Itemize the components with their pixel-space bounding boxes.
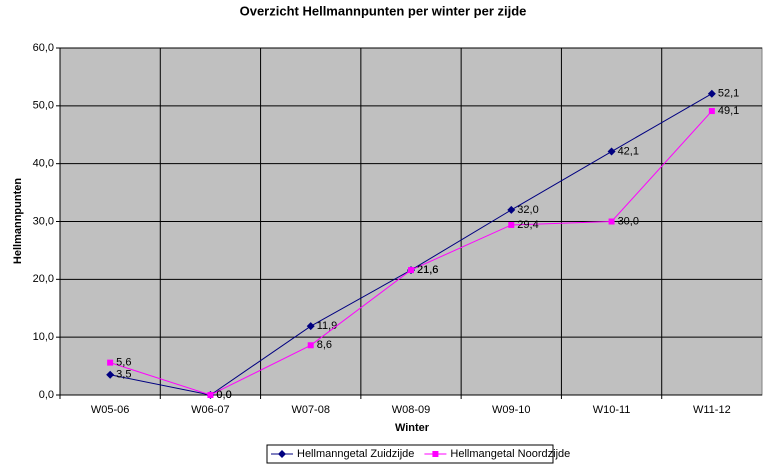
data-label: 29,4 (517, 219, 538, 231)
marker (707, 89, 716, 98)
data-label: 21,6 (417, 264, 438, 276)
marker (508, 221, 515, 228)
legend-box (266, 444, 554, 464)
marker (608, 218, 615, 225)
y-axis-label: Hellmannpunten (12, 178, 24, 264)
x-tick-label: W10-11 (593, 404, 631, 416)
marker (708, 108, 715, 115)
data-label: 0,0 (216, 389, 231, 401)
marker (207, 392, 214, 398)
marker (106, 370, 115, 379)
x-axis-label: Winter (395, 422, 430, 434)
chart-title: Overzicht Hellmannpunten per winter per … (240, 3, 527, 18)
marker (278, 450, 286, 458)
data-label: 49,1 (718, 105, 739, 117)
y-tick-label: 60,0 (33, 42, 54, 54)
x-tick-label: W08-09 (392, 404, 431, 416)
y-tick-label: 20,0 (33, 273, 54, 285)
marker (306, 322, 315, 331)
data-label: 3,5 (116, 369, 131, 381)
x-tick-label: W07-08 (291, 404, 330, 416)
x-tick-label: W09-10 (492, 404, 531, 416)
x-tick-label: W05-06 (91, 404, 130, 416)
data-label: 8,6 (317, 339, 332, 351)
data-label: 5,6 (116, 357, 131, 369)
marker (408, 267, 414, 274)
marker (307, 342, 314, 349)
data-label: 0,0 (216, 389, 231, 401)
marker (107, 359, 114, 366)
data-label: 30,0 (618, 215, 639, 227)
x-tick-label: W11-12 (693, 404, 731, 416)
y-tick-label: 10,0 (33, 331, 54, 343)
y-tick-label: 50,0 (33, 100, 54, 112)
x-tick-label: W06-07 (191, 404, 230, 416)
legend-label: Hellmangetal Noordzijde (450, 448, 570, 460)
marker (607, 147, 616, 156)
marker (432, 451, 439, 457)
data-label: 42,1 (618, 145, 639, 157)
data-label: 32,0 (517, 204, 538, 216)
data-label: 21,6 (417, 264, 438, 276)
y-tick-label: 40,0 (33, 158, 54, 170)
y-tick-label: 0,0 (39, 389, 54, 401)
marker (507, 205, 516, 214)
data-label: 11,9 (317, 320, 338, 332)
legend-label: Hellmanngetal Zuidzijde (297, 448, 414, 460)
y-tick-label: 30,0 (33, 215, 54, 227)
data-label: 52,1 (718, 88, 739, 100)
